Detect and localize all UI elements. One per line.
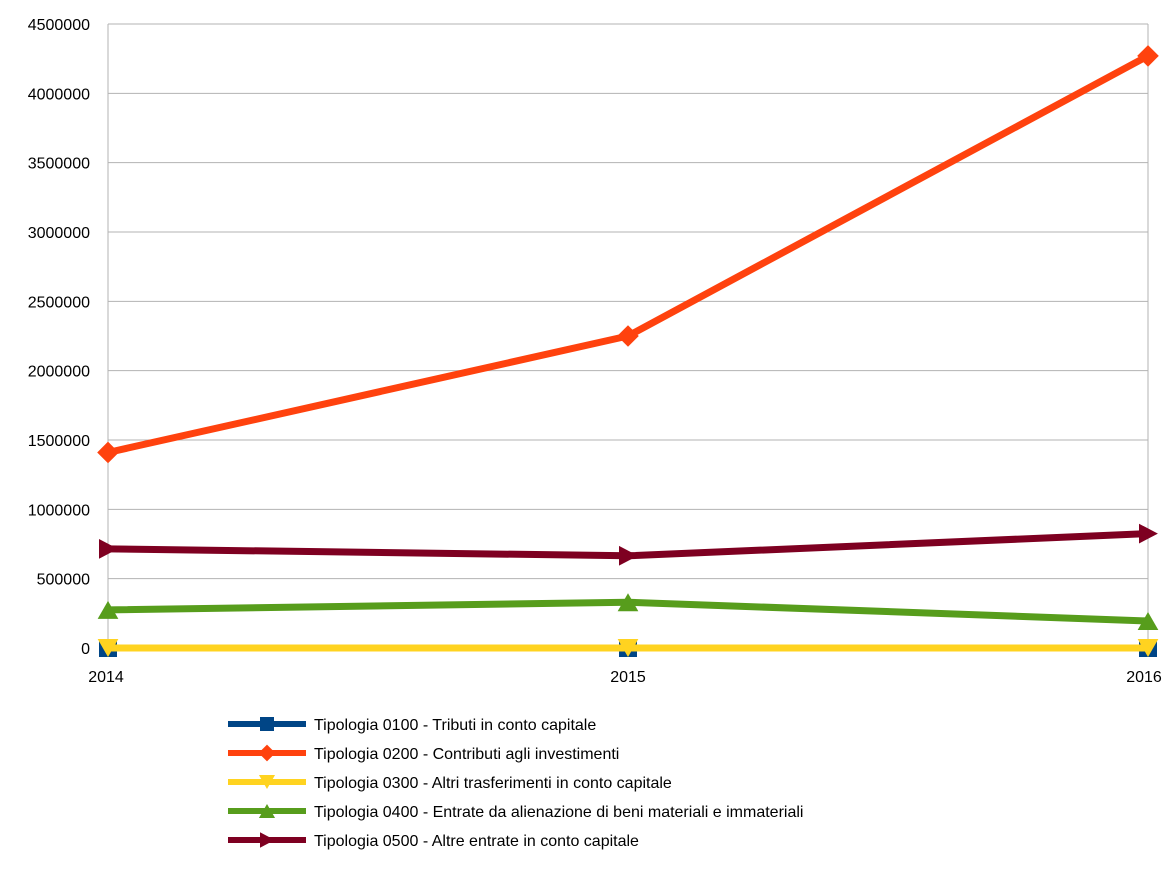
y-tick-label: 0 [81,641,90,658]
y-tick-label: 500000 [37,572,90,589]
marker-point [617,639,639,657]
legend-label: Tipologia 0300 - Altri trasferimenti in … [314,775,672,792]
marker-legend [260,832,275,848]
marker-point [97,639,119,657]
x-tick-label: 2016 [1126,669,1162,686]
legend-item: Tipologia 0500 - Altre entrate in conto … [228,832,639,850]
marker-point [617,593,639,612]
series-2 [97,45,1159,464]
marker-legend [258,775,276,789]
marker-point [619,545,638,566]
legend-label: Tipologia 0200 - Contributi agli investi… [314,746,619,763]
marker-legend [258,804,276,818]
x-tick-label: 2015 [610,669,646,686]
marker-point [1137,611,1159,630]
marker-legend [260,717,274,731]
series-3 [97,639,1159,657]
series-5 [99,523,1158,566]
legend-label: Tipologia 0400 - Entrate da alienazione … [314,804,803,821]
y-tick-label: 1000000 [28,502,90,519]
legend-label: Tipologia 0500 - Altre entrate in conto … [314,833,639,850]
x-tick-label: 2014 [88,669,124,686]
marker-point [1139,523,1158,544]
legend-item: Tipologia 0100 - Tributi in conto capita… [228,717,596,734]
series-line [107,52,1150,456]
legend-item: Tipologia 0200 - Contributi agli investi… [228,744,619,763]
series-layer [97,45,1159,657]
marker-point [1137,45,1159,67]
legend-label: Tipologia 0100 - Tributi in conto capita… [314,717,596,734]
marker-point [97,441,119,464]
y-tick-label: 4000000 [28,86,90,103]
marker-point [1137,639,1159,657]
axis-layer: 0 500000 1000000 1500000 2000000 2500000 30000… [28,17,1162,686]
y-tick-label: 2500000 [28,294,90,311]
legend-item: Tipologia 0300 - Altri trasferimenti in … [228,775,672,792]
grid-layer [108,23,1148,649]
y-tick-label: 3000000 [28,225,90,242]
y-tick-label: 3500000 [28,156,90,173]
legend-item: Tipologia 0400 - Entrate da alienazione … [228,804,803,821]
legend: Tipologia 0100 - Tributi in conto capita… [228,717,803,850]
y-tick-label: 1500000 [28,433,90,450]
marker-legend [258,744,276,762]
marker-point [97,600,119,619]
marker-point [617,325,639,347]
series-4 [97,593,1159,630]
marker-point [99,538,118,559]
y-tick-label: 2000000 [28,364,90,381]
y-tick-label: 4500000 [28,17,90,34]
